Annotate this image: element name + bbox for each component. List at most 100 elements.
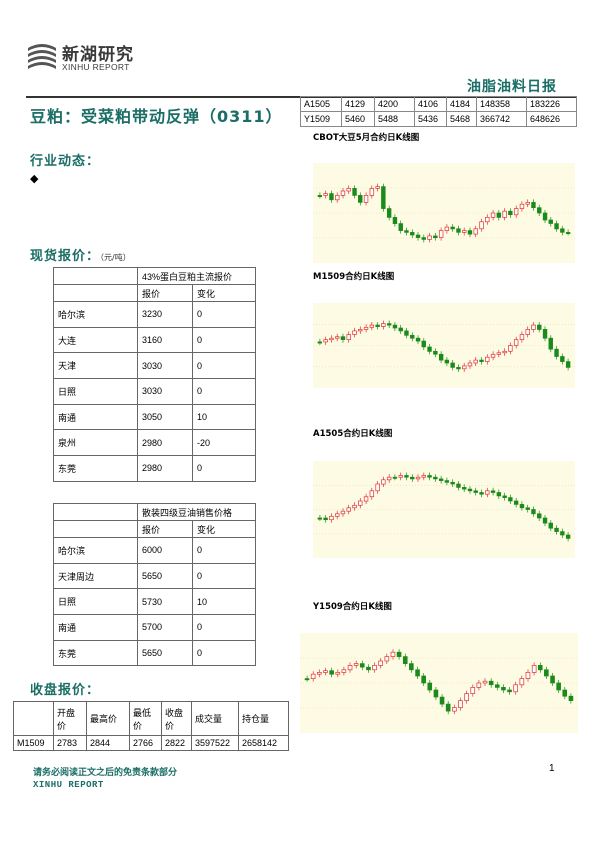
change-cell: 0 <box>192 352 256 380</box>
candle-body <box>519 504 525 509</box>
chart-title: A1505合约日K线图 <box>313 429 393 439</box>
table-cell: 148358 <box>476 96 527 112</box>
candle-body <box>421 675 426 684</box>
footer-brand: XINHU REPORT <box>33 780 104 790</box>
candle-body <box>542 212 548 221</box>
candle-body <box>317 672 322 675</box>
candle-body <box>398 475 403 478</box>
table-caption: 散装四级豆油销售价格 <box>137 503 256 521</box>
candle-body <box>458 700 463 708</box>
candle-body <box>542 329 548 339</box>
table-cell: 4129 <box>341 96 375 112</box>
candle-body <box>531 324 536 330</box>
candle-body <box>392 217 398 224</box>
table-row: 天津 3030 0 <box>53 352 256 380</box>
column-header: 持仓量 <box>238 701 289 736</box>
candle-body <box>450 481 455 485</box>
candle-body <box>352 188 357 196</box>
candle-body <box>513 684 518 693</box>
candle-body <box>490 353 496 358</box>
candle-body <box>381 479 386 485</box>
top-quote-table: A1505 4129 4200 4106 4184 148358 183226 … <box>300 96 577 127</box>
candle-body <box>317 195 323 197</box>
candle-body <box>554 527 559 532</box>
city-cell: 哈尔滨 <box>53 537 138 564</box>
candle-body <box>346 507 351 512</box>
candle-body <box>433 689 439 698</box>
candle-body <box>450 362 455 368</box>
table-cell: 366742 <box>476 111 527 127</box>
column-header: 报价 <box>137 520 193 538</box>
candle-body <box>531 509 536 515</box>
price-cell: 5650 <box>137 639 193 667</box>
change-cell: 0 <box>192 455 256 482</box>
candle-body <box>378 660 383 666</box>
table-cell: A1505 <box>300 96 342 112</box>
candle-body <box>317 517 323 520</box>
table-cell: Y1509 <box>300 111 342 127</box>
candle-body <box>323 517 328 521</box>
candle-body <box>482 680 488 684</box>
candle-body <box>502 495 507 498</box>
table-row: 哈尔滨 3230 0 <box>53 301 256 328</box>
candle-body <box>310 673 316 679</box>
logo-subtext: XINHU REPORT <box>62 62 130 72</box>
candle-body <box>473 228 478 235</box>
table-body: 哈尔滨 6000 0 天津周边 5650 0 日照 5730 10 南通 5700 0 东莞 5650 0 <box>53 537 256 667</box>
city-cell: 东莞 <box>53 639 138 667</box>
candle-body <box>531 202 536 209</box>
candle-body <box>548 522 553 529</box>
candle-body <box>548 219 553 224</box>
candle-body <box>415 669 420 677</box>
candle-body <box>359 663 365 668</box>
change-cell: 0 <box>192 301 256 328</box>
table-cell: M1509 <box>13 735 54 751</box>
price-cell: 5650 <box>137 562 193 590</box>
chart-background <box>313 303 575 388</box>
table-row: 日照 3030 0 <box>53 378 256 405</box>
candle-body <box>556 682 561 691</box>
candle-body <box>554 348 559 357</box>
candle-body <box>381 323 386 327</box>
candle-body <box>542 517 548 524</box>
candle-body <box>508 210 513 216</box>
column-header: 最低价 <box>129 701 162 736</box>
candle-body <box>462 487 467 490</box>
candle-body <box>485 217 490 223</box>
candle-body <box>479 221 484 230</box>
candle-body <box>335 672 341 675</box>
change-cell: 0 <box>192 537 256 564</box>
column-header: 变化 <box>192 284 256 302</box>
candle-body <box>384 656 390 662</box>
candle-body <box>550 675 555 684</box>
candle-body <box>525 329 530 335</box>
table-row: 哈尔滨 6000 0 <box>53 537 256 564</box>
table-cell <box>53 267 138 285</box>
candle-body <box>353 663 359 666</box>
price-cell: 6000 <box>137 537 193 564</box>
change-cell: 10 <box>192 403 256 431</box>
candle-body <box>467 230 473 235</box>
price-cell: 3160 <box>137 326 193 354</box>
candle-body <box>452 707 457 712</box>
section-heading-closing: 收盘报价： <box>30 683 101 698</box>
candle-body <box>433 350 438 355</box>
kline-chart-a1505 <box>313 461 575 558</box>
candle-body <box>402 656 408 664</box>
table-cell: 5468 <box>446 111 477 127</box>
candle-body <box>544 669 549 677</box>
candle-body <box>346 334 351 340</box>
candle-body <box>346 188 351 192</box>
table-cell: 5460 <box>341 111 375 127</box>
candle-body <box>363 496 369 502</box>
candle-body <box>450 226 455 230</box>
candle-body <box>473 359 478 364</box>
candle-body <box>358 500 363 506</box>
table-row: 南通 3050 10 <box>53 403 256 431</box>
candle-body <box>396 651 402 657</box>
candle-body <box>398 223 403 231</box>
table-row: 日照 5730 10 <box>53 588 256 616</box>
candle-body <box>433 235 438 239</box>
table-row: 散装四级豆油销售价格 <box>53 503 256 521</box>
candle-body <box>427 346 432 352</box>
